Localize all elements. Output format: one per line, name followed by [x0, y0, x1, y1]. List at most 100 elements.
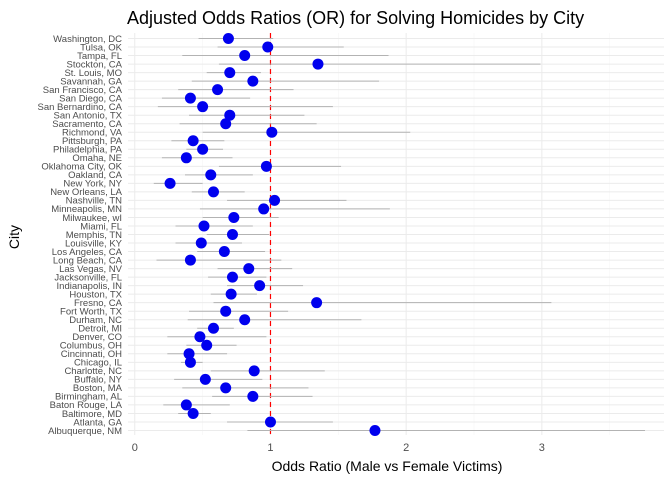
y-tick-label: Nashville, TN	[66, 196, 122, 207]
data-point	[183, 348, 195, 360]
y-tick-label: Minneapolis, MN	[51, 204, 122, 215]
data-point	[264, 416, 276, 428]
x-tick-label: 2	[403, 442, 409, 454]
data-point	[369, 425, 381, 436]
y-tick-label: Atlanta, GA	[73, 417, 122, 428]
data-point	[198, 220, 210, 232]
y-tick-label: Baltimore, MD	[62, 409, 122, 420]
data-point	[239, 50, 251, 62]
y-tick-label: Durham, NC	[69, 315, 122, 326]
data-point	[207, 186, 219, 198]
y-tick-label: Albuquerque, NM	[48, 426, 122, 437]
data-point	[224, 67, 236, 79]
data-point	[197, 143, 209, 155]
y-tick-label: Fresno, CA	[74, 298, 123, 309]
y-tick-label: Houston, TX	[69, 289, 122, 300]
y-tick-label: Los Angeles, CA	[52, 247, 123, 258]
y-tick-label: Birmingham, AL	[55, 392, 122, 403]
x-tick-label: 0	[132, 442, 138, 454]
y-tick-label: Milwaukee, wI	[62, 213, 122, 224]
data-point	[212, 84, 224, 96]
data-point	[225, 288, 237, 300]
y-axis-title: City	[6, 225, 22, 249]
data-point	[311, 297, 323, 309]
data-point	[228, 211, 240, 223]
y-tick-label: Charlotte, NC	[64, 366, 122, 377]
y-tick-label: Tampa, FL	[77, 51, 122, 62]
y-tick-label: Long Beach, CA	[53, 255, 123, 266]
data-point	[220, 118, 232, 130]
data-point	[254, 280, 266, 292]
data-point	[226, 271, 238, 283]
y-tick-label: Memphis, TN	[66, 230, 122, 241]
data-point	[180, 152, 192, 164]
data-point	[269, 194, 281, 206]
data-point	[180, 399, 192, 411]
y-tick-label: Chicago, IL	[74, 358, 122, 369]
data-point	[248, 365, 260, 377]
x-axis-title: Odds Ratio (Male vs Female Victims)	[272, 458, 503, 474]
data-point	[194, 331, 206, 343]
data-point	[205, 169, 217, 181]
data-point	[207, 322, 219, 334]
data-point	[220, 382, 232, 394]
data-point	[243, 263, 255, 275]
data-point	[218, 246, 230, 258]
data-point	[164, 177, 176, 189]
x-axis-tick-labels: 0 1 2 3	[132, 442, 545, 454]
y-tick-label: Oklahoma City, OK	[41, 162, 122, 173]
data-point	[195, 237, 207, 249]
y-tick-label: San Antonio, TX	[54, 110, 123, 121]
x-tick-label: 3	[539, 442, 545, 454]
y-tick-label: Columbus, OH	[60, 341, 122, 352]
y-tick-label: Washington, DC	[53, 34, 122, 45]
y-tick-label: Savannah, GA	[60, 76, 122, 87]
data-point	[187, 407, 199, 419]
y-tick-label: Richmond, VA	[62, 128, 123, 139]
data-point	[262, 41, 274, 53]
data-point	[220, 305, 232, 317]
data-point	[247, 75, 259, 87]
y-tick-label: Tulsa, OK	[80, 42, 123, 53]
y-tick-label: St. Louis, MO	[64, 68, 122, 79]
y-tick-label: Detroit, MI	[78, 324, 122, 335]
y-tick-label: Omaha, NE	[72, 153, 122, 164]
chart-title: Adjusted Odds Ratios (OR) for Solving Ho…	[127, 8, 584, 28]
data-point	[184, 92, 196, 104]
y-tick-label: Indianapolis, IN	[57, 281, 123, 292]
y-tick-label: San Diego, CA	[59, 93, 123, 104]
data-point	[201, 339, 213, 351]
data-point	[222, 33, 234, 44]
y-tick-label: Las Vegas, NV	[59, 264, 123, 275]
data-point	[184, 254, 196, 266]
data-point	[258, 203, 270, 215]
y-tick-label: Boston, MA	[73, 383, 123, 394]
data-point	[247, 390, 259, 402]
data-point	[187, 135, 199, 147]
y-tick-label: Buffalo, NY	[74, 375, 123, 386]
x-tick-label: 1	[267, 442, 273, 454]
y-tick-label: Miami, FL	[80, 221, 122, 232]
y-tick-label: Jacksonville, FL	[54, 272, 122, 283]
odds-ratio-points	[164, 33, 381, 436]
data-point	[312, 58, 324, 70]
y-tick-label: San Francisco, CA	[43, 85, 123, 96]
data-point	[226, 229, 238, 240]
y-tick-label: Stockton, CA	[67, 59, 123, 70]
data-point	[239, 314, 251, 326]
y-tick-label: San Bernardino, CA	[38, 102, 123, 113]
y-tick-label: Baton Rouge, LA	[50, 400, 123, 411]
data-point	[260, 160, 272, 172]
y-tick-label: Philadelphia, PA	[53, 145, 123, 156]
y-tick-label: New Orleans, LA	[50, 187, 122, 198]
y-tick-label: Denver, CO	[72, 332, 122, 343]
data-point	[199, 373, 211, 385]
y-tick-label: Fort Worth, TX	[60, 306, 123, 317]
y-tick-label: Pittsburgh, PA	[62, 136, 123, 147]
y-tick-label: Oakland, CA	[68, 170, 123, 181]
y-tick-label: Louisville, KY	[65, 238, 123, 249]
y-tick-label: Sacramento, CA	[52, 119, 122, 130]
y-tick-label: New York, NY	[63, 179, 122, 190]
